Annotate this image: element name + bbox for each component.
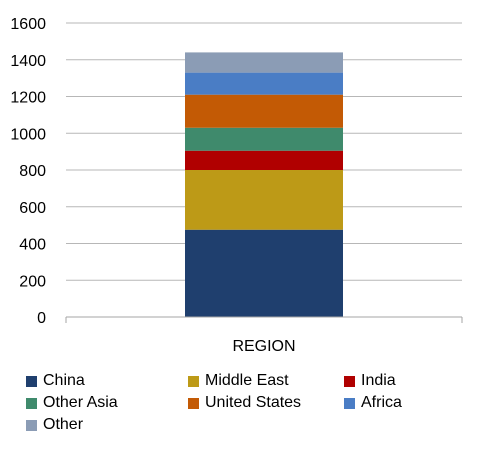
bar-segment-china <box>185 229 343 317</box>
legend-item-united-states: United States <box>188 392 301 414</box>
legend-label: Other <box>43 416 84 433</box>
bar-segment-africa <box>185 72 343 95</box>
bar-segment-india <box>185 150 343 170</box>
y-axis-tick-labels: 0 200 400 600 800 1000 1200 1400 1600 <box>10 16 46 327</box>
y-tick-label: 600 <box>19 200 46 217</box>
y-tick-label: 1000 <box>10 126 46 143</box>
legend-label: India <box>361 372 396 389</box>
legend-label: United States <box>205 394 302 411</box>
y-tick-label: 1400 <box>10 53 46 70</box>
y-tick-label: 800 <box>19 163 46 180</box>
bar-segment-united-states <box>185 94 343 128</box>
y-tick-label: 200 <box>19 273 46 290</box>
bar-stack <box>185 52 343 317</box>
y-tick-label: 0 <box>37 310 46 327</box>
legend-swatch <box>188 397 199 409</box>
legend-item-india: India <box>344 370 396 392</box>
y-tick-label: 400 <box>19 237 46 254</box>
x-category-label: REGION <box>232 338 295 355</box>
legend-swatch <box>26 375 37 387</box>
y-tick-label: 1600 <box>10 16 46 33</box>
bar-segment-middle-east <box>185 170 343 230</box>
legend-swatch <box>26 397 37 409</box>
legend-swatch <box>188 375 199 387</box>
axes <box>65 316 463 323</box>
legend-label: Middle East <box>205 372 289 389</box>
x-axis-category-labels: REGION <box>232 338 295 355</box>
legend-label: Africa <box>361 394 402 411</box>
legend-item-middle-east: Middle East <box>188 370 289 392</box>
legend-swatch <box>344 397 355 409</box>
y-tick-label: 1200 <box>10 90 46 107</box>
legend-item-other: Other <box>26 414 83 436</box>
legend-swatch <box>344 375 355 387</box>
legend-item-other-asia: Other Asia <box>26 392 118 414</box>
legend-item-africa: Africa <box>344 392 402 414</box>
legend-label: Other Asia <box>43 394 118 411</box>
legend-item-china: China <box>26 370 85 392</box>
legend-label: China <box>43 372 85 389</box>
legend-swatch <box>26 419 37 431</box>
bar-segment-other-asia <box>185 127 343 151</box>
bar-segment-other <box>185 52 343 73</box>
